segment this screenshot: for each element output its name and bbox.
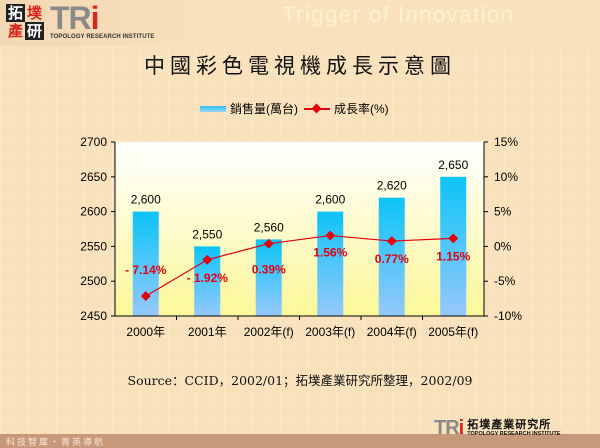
bar: [317, 211, 344, 316]
tri-logo-i: i: [90, 0, 100, 36]
chart-legend: 銷售量(萬台) 成長率(%): [200, 100, 389, 117]
x-category-label: 2004年(f): [367, 325, 417, 339]
y-left-tick: 2450: [80, 309, 107, 323]
y-right-tick: 15%: [494, 135, 518, 149]
line-value-label: 0.39%: [252, 263, 286, 277]
footer-bar: 科技智庫・菁英導航: [0, 434, 600, 448]
bar-value-label: 2,600: [131, 193, 161, 207]
line-value-label: 1.56%: [313, 246, 347, 260]
footer-tri-text: TR: [434, 417, 460, 439]
y-left-tick: 2550: [80, 239, 107, 253]
line-marker-icon: [140, 291, 151, 302]
tri-logo: TRi: [50, 0, 100, 36]
bar-value-label: 2,550: [192, 227, 222, 241]
line-marker-icon: [386, 236, 397, 246]
legend-line-label: 成長率(%): [334, 102, 389, 116]
line-value-label: - 7.14%: [125, 263, 167, 277]
legend-line-marker-icon: [304, 107, 330, 110]
x-category-label: 2002年(f): [244, 325, 294, 339]
x-category-label: 2001年: [188, 325, 227, 339]
bar: [440, 176, 467, 316]
line-series: - 7.14% - 1.92% 0.39% 1.56% 0.77% 1.15%: [125, 230, 471, 302]
line-value-label: 0.77%: [375, 252, 409, 266]
logo-char: 拓: [6, 4, 25, 22]
footer-slogan: 科技智庫・菁英導航: [6, 437, 106, 447]
y-right-tick: -5%: [494, 274, 516, 288]
line-marker-icon: [325, 230, 336, 241]
logo-char: 研: [25, 22, 44, 40]
footer-tri-i: i: [458, 417, 464, 439]
y-right-tick: 0%: [494, 239, 512, 253]
logo-char: 墣: [26, 4, 42, 22]
footer-tri-logo: TRi: [434, 417, 464, 439]
x-category-label: 2003年(f): [305, 325, 355, 339]
bar-value-label: 2,600: [315, 193, 345, 207]
line-marker-icon: [263, 238, 274, 249]
legend-bar-label: 銷售量(萬台): [230, 102, 298, 116]
y-right-tick: 10%: [494, 170, 518, 184]
y-left-tick: 2600: [80, 205, 107, 219]
tagline: Trigger of Innovation: [282, 2, 515, 27]
bar-value-label: 2,620: [377, 179, 407, 193]
tri-logo-text: TR: [50, 0, 92, 36]
line-marker-icon: [202, 254, 213, 265]
line-value-label: 1.15%: [436, 249, 470, 263]
y-right-tick: -10%: [494, 309, 522, 323]
source-note: Source：CCID，2002/01；拓墣產業研究所整理，2002/09: [127, 373, 473, 388]
plot-area: [115, 142, 484, 316]
y-left-tick: 2700: [80, 135, 107, 149]
chart-title: 中國彩色電視機成長示意圖: [144, 54, 456, 78]
footer-logo-en: TOPOLOGY RESEARCH INSTITUTE: [467, 431, 561, 437]
x-category-label: 2005年(f): [428, 325, 478, 339]
y-right-tick: 5%: [494, 205, 512, 219]
bar-series: 2,600 2,550 2,560 2,600 2,620 2,650: [131, 158, 469, 316]
x-category-label: 2000年: [126, 325, 165, 339]
bar: [378, 197, 405, 316]
line-marker-icon: [448, 233, 459, 244]
y-left-tick: 2500: [80, 274, 107, 288]
bar: [255, 239, 282, 316]
header-banner: 拓墣產研 TRi TOPOLOGY RESEARCH INSTITUTE Tri…: [0, 0, 600, 46]
logo-subtitle: TOPOLOGY RESEARCH INSTITUTE: [50, 34, 155, 40]
bar-value-label: 2,560: [254, 220, 284, 234]
bar-value-label: 2,650: [438, 158, 468, 172]
footer-logo: TRi 拓墣產業研究所 TOPOLOGY RESEARCH INSTITUTE: [434, 418, 561, 438]
footer-logo-cn: 拓墣產業研究所: [467, 418, 552, 431]
legend-bar-swatch-icon: [200, 105, 226, 112]
axes: 2450 2500 2550 2600 2650 2700 -10% -5% 0% 5% 10% 15…: [80, 135, 522, 339]
logo-cn-block: 拓墣產研: [6, 4, 46, 42]
logo-char: 產: [7, 22, 23, 40]
y-left-tick: 2650: [80, 170, 107, 184]
line-value-label: - 1.92%: [187, 271, 229, 285]
